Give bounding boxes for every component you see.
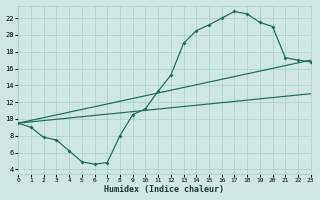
X-axis label: Humidex (Indice chaleur): Humidex (Indice chaleur) [104,185,224,194]
